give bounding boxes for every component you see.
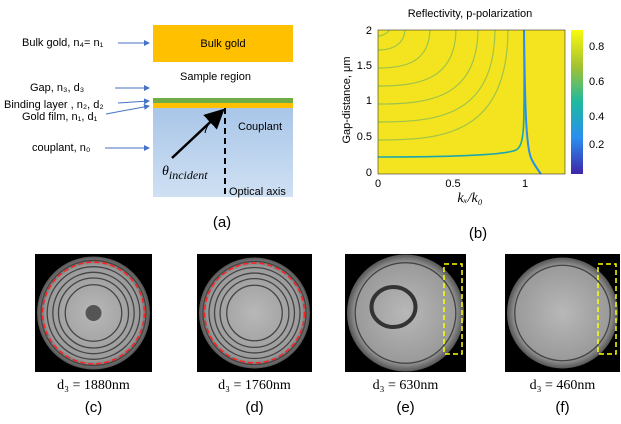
image-disc (199, 258, 310, 369)
bulk-gold-text: Bulk gold (200, 38, 245, 50)
image-row: d₃ = 1880nm (c) d₃ = 1760nm (d) d₃ = 630nm (e… (35, 254, 620, 416)
gold-film (153, 103, 293, 108)
plot-title: Reflectivity, p-polarization (408, 8, 533, 20)
y-tick-label: 0 (366, 167, 372, 179)
caption: (c) (85, 399, 103, 416)
heatmap (378, 30, 565, 174)
image-disc (507, 258, 618, 369)
colorbar (571, 30, 583, 174)
caption: (d) (245, 399, 263, 416)
binding-layer (153, 98, 293, 103)
image-label: d₃ = 1880nm (57, 378, 130, 393)
pointer (118, 101, 149, 103)
pointer (106, 106, 149, 114)
center-spot (86, 305, 102, 321)
x-tick-label: 0.5 (445, 178, 460, 190)
caption: (a) (213, 214, 231, 231)
colorbar-tick-label: 0.2 (589, 139, 604, 151)
caption: (e) (396, 399, 414, 416)
y-tick-label: 2 (366, 25, 372, 37)
label: Binding layer , n₂, d₂ (4, 99, 104, 111)
y-axis-label: Gap-distance, μm (341, 56, 353, 143)
image-label: d₃ = 1760nm (218, 378, 291, 393)
theta-subscript: incident (169, 168, 208, 182)
label: Gold film, n₁, d₁ (22, 111, 98, 123)
label: Sample region (180, 71, 251, 83)
panel-b: Reflectivity, p-polarization 0.2 0.4 0.6… (341, 8, 604, 242)
colorbar-tick-label: 0.6 (589, 76, 604, 88)
image-label: d₃ = 630nm (373, 378, 439, 393)
label: Optical axis (229, 186, 286, 198)
label: Gap, n₃, d₃ (30, 82, 84, 94)
label: Couplant (238, 121, 282, 133)
panel-a: Bulk gold Bulk gold, n₄= n₁ Sample regio… (4, 25, 293, 231)
caption: (f) (555, 399, 569, 416)
figure: Bulk gold Bulk gold, n₄= n₁ Sample regio… (0, 0, 621, 424)
label: Bulk gold, n₄= n₁ (22, 37, 104, 49)
x-axis-label: kₓ/k₀ (457, 191, 482, 206)
y-tick-label: 0.5 (357, 131, 372, 143)
colorbar-tick-label: 0.8 (589, 41, 604, 53)
image-label: d₃ = 460nm (530, 378, 596, 393)
label: couplant, n₀ (32, 142, 90, 154)
y-tick-label: 1 (366, 95, 372, 107)
colorbar-tick-label: 0.4 (589, 111, 604, 123)
caption: (b) (469, 225, 487, 242)
theta: θincident (162, 164, 208, 182)
x-tick-label: 1 (522, 178, 528, 190)
x-tick-label: 0 (375, 178, 381, 190)
y-tick-label: 1.5 (357, 60, 372, 72)
